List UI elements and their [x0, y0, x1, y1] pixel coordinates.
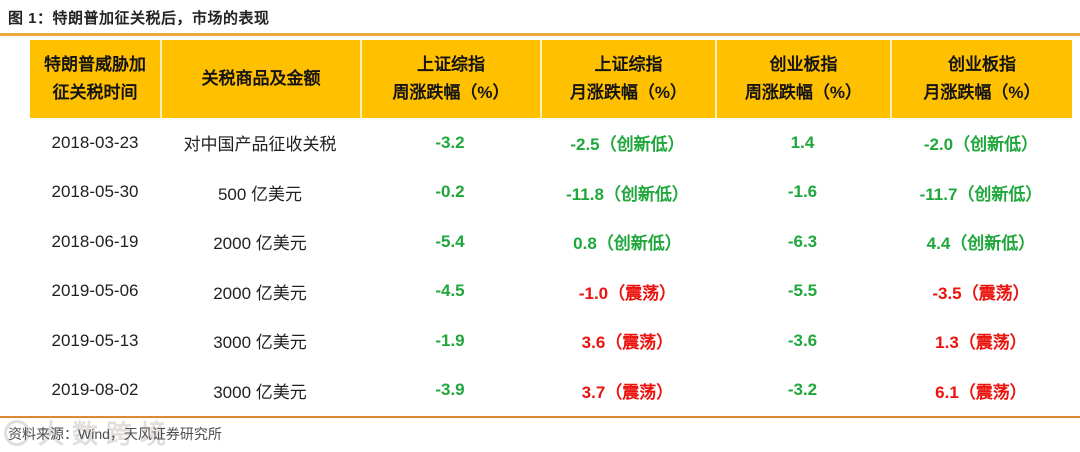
header-row: 特朗普威胁加 征关税时间 关税商品及金额 上证综指 周涨跌幅（%） 上证综指 月涨跌幅（%）… — [30, 40, 1072, 118]
value-cell: 1.3（震荡） — [890, 316, 1072, 366]
value-cell: -2.5（创新低） — [540, 118, 715, 168]
bottom-divider-line — [0, 416, 1080, 418]
source-note: 资料来源：Wind，天风证券研究所 — [8, 426, 222, 442]
value-cell: -0.2 — [360, 167, 540, 217]
tariff-item-cell: 2000 亿美元 — [160, 217, 360, 267]
tariff-item-cell: 500 亿美元 — [160, 167, 360, 217]
value-cell: -1.9 — [360, 316, 540, 366]
value-cell: -3.2 — [715, 365, 890, 415]
value-cell: 0.8（创新低） — [540, 217, 715, 267]
column-header: 关税商品及金额 — [160, 40, 360, 118]
date-cell: 2018-03-23 — [30, 118, 160, 168]
table-row: 2018-05-30 500 亿美元 -0.2 -11.8（创新低） -1.6 -11.7… — [30, 167, 1072, 217]
table-row: 2018-03-23 对中国产品征收关税 -3.2 -2.5（创新低） 1.4 -2.0（… — [30, 118, 1072, 168]
tariff-item-cell: 对中国产品征收关税 — [160, 118, 360, 168]
column-header: 特朗普威胁加 征关税时间 — [30, 40, 160, 118]
tariff-item-cell: 2000 亿美元 — [160, 266, 360, 316]
value-cell: -5.4 — [360, 217, 540, 267]
value-cell: -6.3 — [715, 217, 890, 267]
date-cell: 2019-05-06 — [30, 266, 160, 316]
date-cell: 2019-08-02 — [30, 365, 160, 415]
value-cell: -1.6 — [715, 167, 890, 217]
value-cell: -4.5 — [360, 266, 540, 316]
table-row: 2019-08-02 3000 亿美元 -3.9 3.7（震荡） -3.2 6.1（震荡） — [30, 365, 1072, 415]
table-row: 2019-05-06 2000 亿美元 -4.5 -1.0（震荡） -5.5 -3.5（震… — [30, 266, 1072, 316]
figure-title: 图 1：特朗普加征关税后，市场的表现 — [8, 10, 270, 27]
value-cell: -2.0（创新低） — [890, 118, 1072, 168]
value-cell: -5.5 — [715, 266, 890, 316]
date-cell: 2019-05-13 — [30, 316, 160, 366]
top-divider-line — [0, 33, 1080, 36]
value-cell: 4.4（创新低） — [890, 217, 1072, 267]
value-cell: 6.1（震荡） — [890, 365, 1072, 415]
table-body: 2018-03-23 对中国产品征收关税 -3.2 -2.5（创新低） 1.4 -2.0（… — [30, 118, 1072, 415]
table-row: 2019-05-13 3000 亿美元 -1.9 3.6（震荡） -3.6 1.3（震荡） — [30, 316, 1072, 366]
value-cell: 3.7（震荡） — [540, 365, 715, 415]
column-header: 创业板指 周涨跌幅（%） — [715, 40, 890, 118]
value-cell: -3.5（震荡） — [890, 266, 1072, 316]
value-cell: -1.0（震荡） — [540, 266, 715, 316]
column-header: 上证综指 周涨跌幅（%） — [360, 40, 540, 118]
tariff-item-cell: 3000 亿美元 — [160, 365, 360, 415]
tariff-item-cell: 3000 亿美元 — [160, 316, 360, 366]
value-cell: 1.4 — [715, 118, 890, 168]
value-cell: -3.2 — [360, 118, 540, 168]
table-row: 2018-06-19 2000 亿美元 -5.4 0.8（创新低） -6.3 4.4（创新… — [30, 217, 1072, 267]
value-cell: -11.8（创新低） — [540, 167, 715, 217]
column-header: 上证综指 月涨跌幅（%） — [540, 40, 715, 118]
value-cell: -3.6 — [715, 316, 890, 366]
value-cell: -3.9 — [360, 365, 540, 415]
market-performance-table: 特朗普威胁加 征关税时间 关税商品及金额 上证综指 周涨跌幅（%） 上证综指 月涨跌幅（%）… — [30, 40, 1072, 415]
date-cell: 2018-05-30 — [30, 167, 160, 217]
date-cell: 2018-06-19 — [30, 217, 160, 267]
column-header: 创业板指 月涨跌幅（%） — [890, 40, 1072, 118]
value-cell: -11.7（创新低） — [890, 167, 1072, 217]
value-cell: 3.6（震荡） — [540, 316, 715, 366]
